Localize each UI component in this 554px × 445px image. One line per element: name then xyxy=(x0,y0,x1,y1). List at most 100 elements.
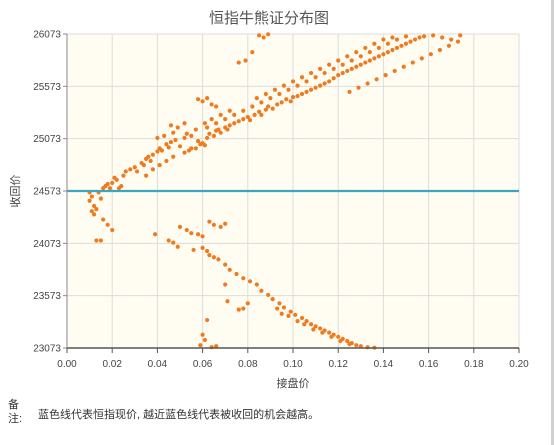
data-point xyxy=(293,312,298,317)
data-point xyxy=(338,338,343,344)
data-point xyxy=(288,309,293,314)
data-point xyxy=(234,271,239,277)
data-point xyxy=(218,112,223,118)
data-point xyxy=(123,169,128,174)
data-point xyxy=(372,56,377,61)
data-point xyxy=(214,121,219,126)
data-point xyxy=(121,173,126,178)
x-tick-label: 0.02 xyxy=(102,359,122,370)
data-point xyxy=(225,299,230,304)
data-point xyxy=(299,91,305,97)
x-tick-label: 0.18 xyxy=(464,359,484,370)
y-tick-label: 25073 xyxy=(33,134,61,145)
data-point xyxy=(286,313,291,318)
data-point xyxy=(250,50,255,55)
data-point xyxy=(105,222,110,227)
data-point xyxy=(259,100,264,105)
data-point xyxy=(189,133,194,138)
data-point xyxy=(268,96,273,101)
data-point xyxy=(275,306,280,311)
data-point xyxy=(272,87,278,92)
data-points xyxy=(87,32,463,350)
data-point xyxy=(155,149,160,154)
data-point xyxy=(218,130,223,135)
y-tick-label: 24573 xyxy=(33,187,61,198)
data-point xyxy=(308,322,314,327)
data-point xyxy=(263,91,268,97)
data-point xyxy=(340,62,345,67)
data-point xyxy=(168,123,174,128)
data-point xyxy=(182,121,187,126)
data-point xyxy=(211,222,216,227)
data-point xyxy=(295,319,300,324)
data-point xyxy=(164,158,169,164)
data-point xyxy=(270,106,275,111)
data-point xyxy=(365,345,370,350)
data-point xyxy=(385,41,391,46)
data-point xyxy=(394,37,400,42)
data-point xyxy=(259,288,264,293)
data-point xyxy=(403,34,409,39)
data-point xyxy=(304,319,309,324)
data-point xyxy=(327,330,332,335)
data-point xyxy=(166,238,171,243)
data-point xyxy=(159,148,165,153)
data-point xyxy=(200,332,205,337)
x-tick-label: 0.00 xyxy=(57,359,77,370)
data-point xyxy=(257,109,262,114)
data-point xyxy=(327,79,332,84)
data-point xyxy=(87,198,92,203)
data-point xyxy=(150,167,155,172)
data-point xyxy=(202,143,207,148)
data-point xyxy=(171,154,176,159)
data-point xyxy=(110,180,115,186)
data-point xyxy=(261,35,266,40)
data-point xyxy=(313,85,318,90)
data-point xyxy=(162,133,167,138)
data-point xyxy=(308,70,314,76)
data-point xyxy=(345,68,350,74)
data-point xyxy=(331,76,336,81)
data-point xyxy=(223,282,228,287)
data-point xyxy=(376,54,381,59)
data-point xyxy=(336,73,341,78)
data-point xyxy=(227,108,232,113)
data-point xyxy=(390,35,395,40)
x-axis-ticks: 0.00 0.02 0.04 0.06 0.08 0.10 0.12 0.14 0.16 0.18… xyxy=(57,348,529,370)
data-point xyxy=(354,64,359,69)
data-point xyxy=(236,307,241,312)
data-point xyxy=(189,146,194,151)
data-point xyxy=(374,77,379,82)
data-point xyxy=(177,144,183,149)
data-point xyxy=(119,183,124,189)
data-point xyxy=(202,121,207,126)
y-tick-label: 24073 xyxy=(33,239,61,250)
data-point xyxy=(218,224,223,230)
data-point xyxy=(455,39,461,44)
data-point xyxy=(200,234,205,239)
data-point xyxy=(207,253,212,258)
data-point xyxy=(313,324,318,329)
data-point xyxy=(205,125,210,130)
data-point xyxy=(191,247,196,253)
y-tick-label: 23573 xyxy=(33,291,61,302)
data-point xyxy=(245,114,250,120)
data-point xyxy=(243,58,248,63)
data-point xyxy=(394,45,400,51)
data-point xyxy=(275,102,280,107)
data-point xyxy=(345,338,350,344)
data-point xyxy=(266,292,271,298)
data-point xyxy=(211,255,216,260)
data-point xyxy=(263,107,268,112)
data-point xyxy=(252,112,257,118)
data-point xyxy=(358,344,363,349)
data-point xyxy=(216,127,221,132)
data-point xyxy=(322,70,327,76)
data-point xyxy=(223,116,228,122)
data-point xyxy=(336,58,341,63)
data-point xyxy=(340,70,345,76)
data-point xyxy=(440,35,445,40)
data-point xyxy=(295,83,300,88)
data-point xyxy=(128,167,133,172)
x-tick-label: 0.08 xyxy=(238,359,258,370)
